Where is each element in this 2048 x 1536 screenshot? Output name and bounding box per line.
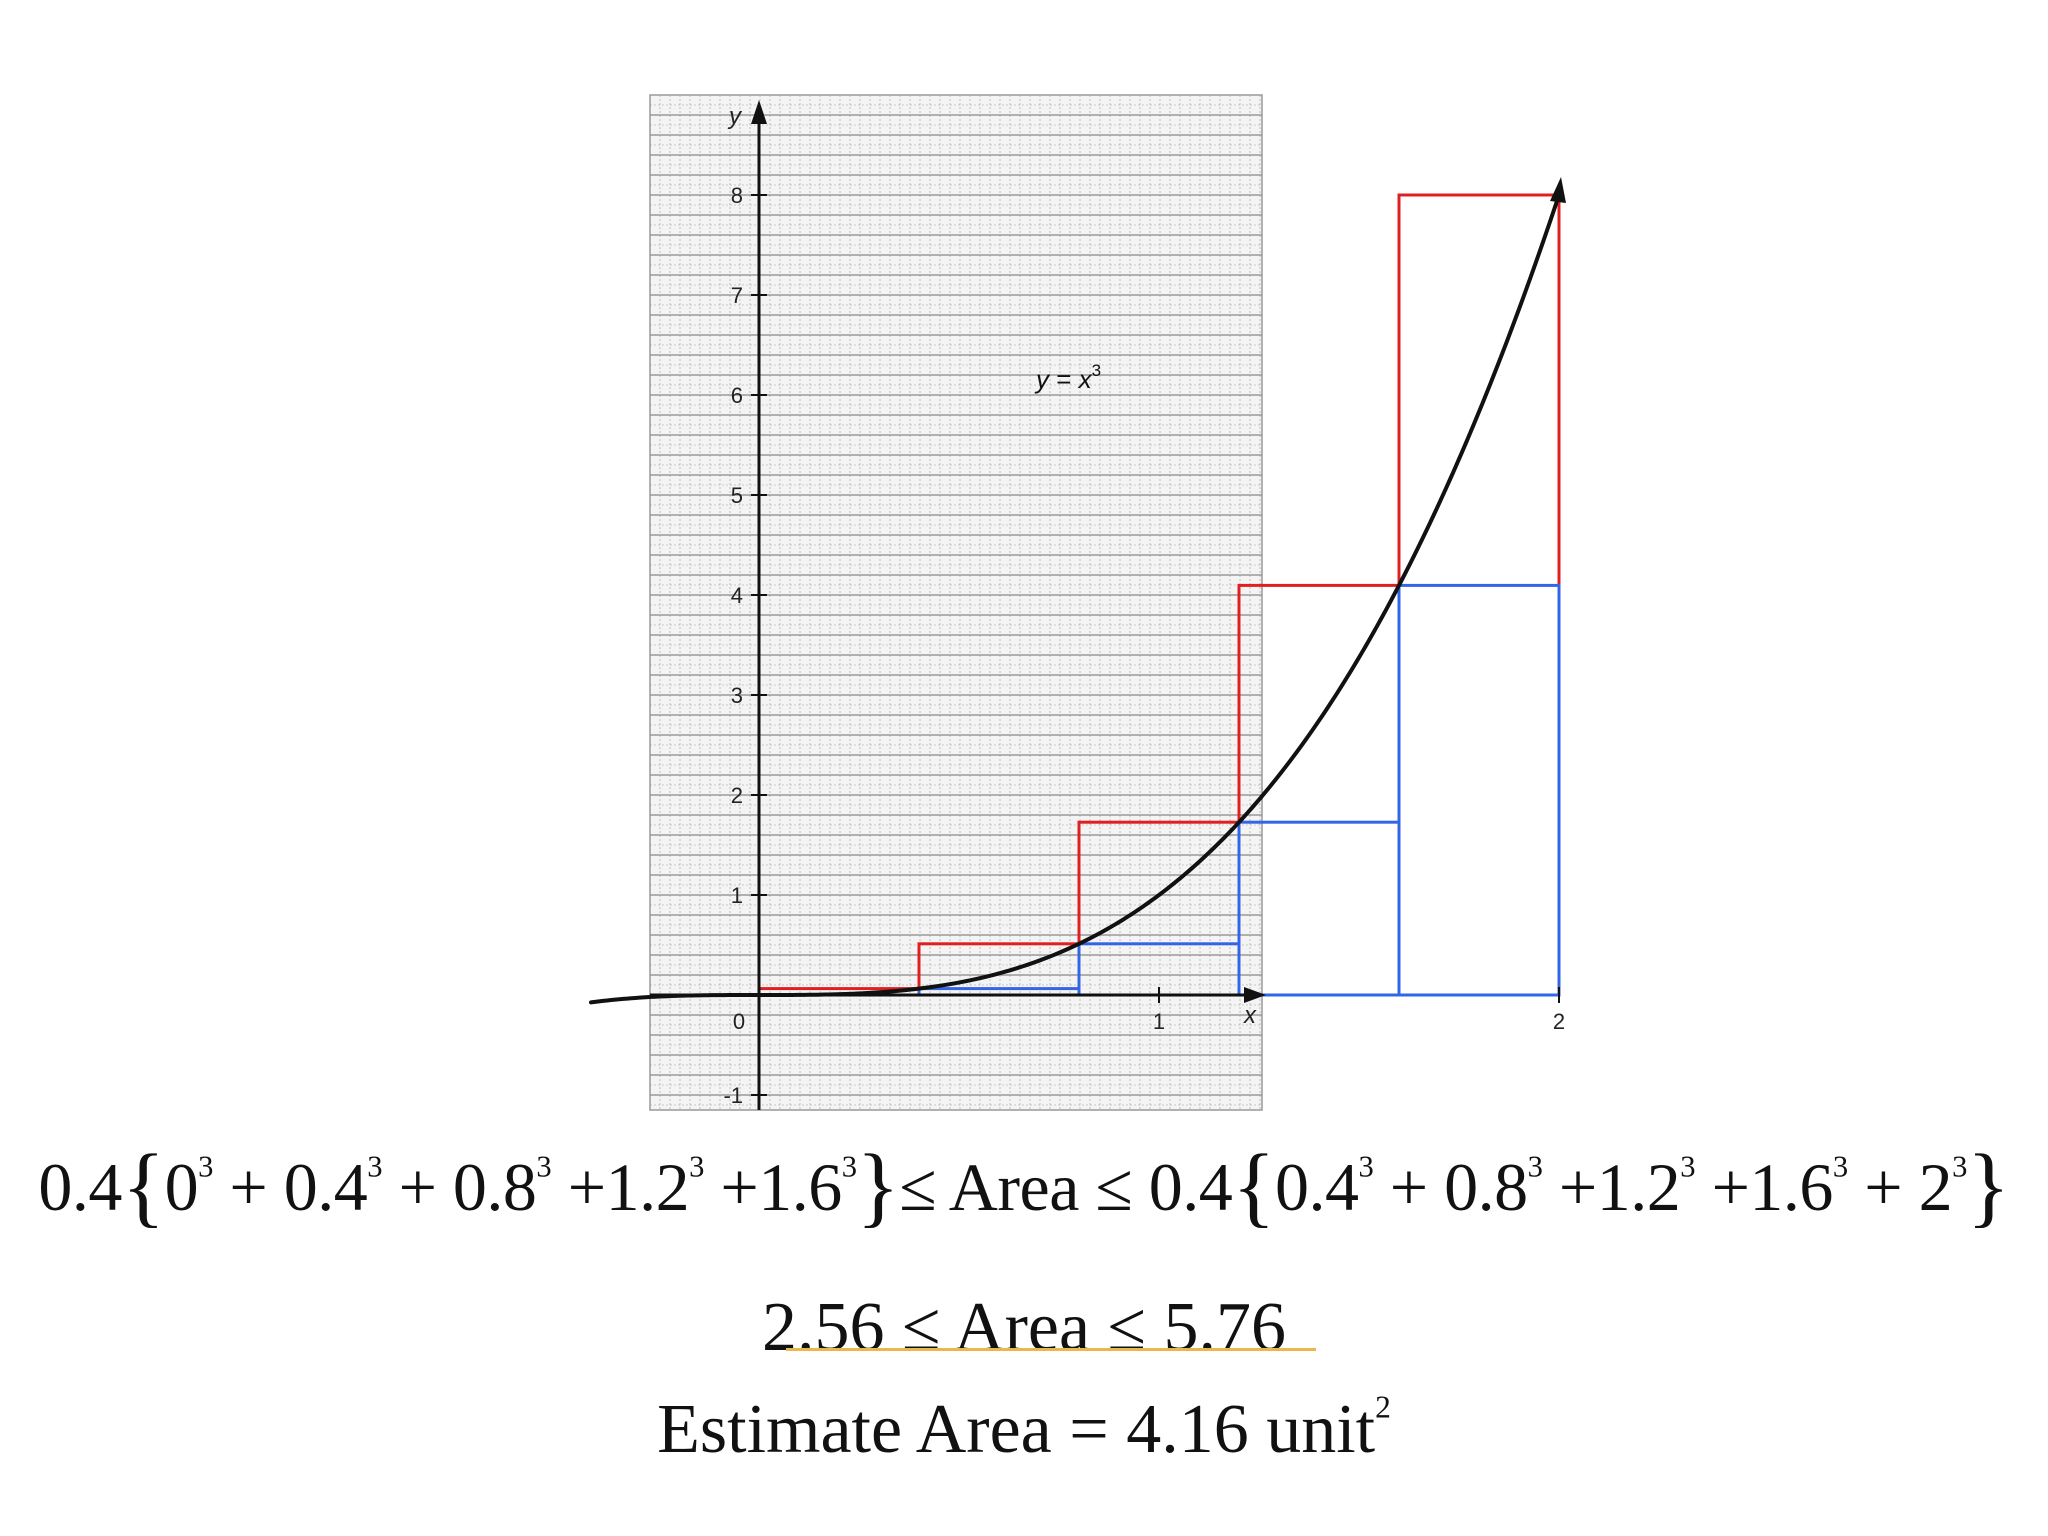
plus-sign: + (1542, 1149, 1597, 1225)
lower-rectangle (1397, 583, 1561, 997)
open-brace: { (121, 1137, 165, 1236)
x-axis-label: x (1243, 1002, 1257, 1029)
plus-sign: + (1373, 1149, 1445, 1225)
term-base: 0.4 (283, 1149, 368, 1225)
term-exponent: 3 (536, 1149, 552, 1184)
plus-sign: + (212, 1149, 284, 1225)
lower-sum-terms: 03 + 0.43 + 0.83 +1.23 +1.63 (165, 1149, 857, 1225)
area-bounds: 2.56 ≤ Area ≤ 5.76 (0, 1288, 2048, 1368)
open-brace: { (1232, 1137, 1275, 1236)
lower-sum-factor: 0.4 (38, 1149, 122, 1225)
term-exponent: 3 (367, 1149, 383, 1184)
plus-sign: + (703, 1149, 759, 1225)
axis-labels: -1 1 2 3 4 5 6 7 8 0 1 2 x y y = x3 (723, 103, 1565, 1108)
term-base: 0.8 (1444, 1149, 1528, 1225)
area-bounds-text: 2.56 ≤ Area ≤ 5.76 (762, 1289, 1286, 1366)
term-exponent: 3 (841, 1149, 857, 1184)
y-tick-label: 2 (731, 783, 743, 808)
y-axis-label: y (727, 103, 743, 130)
term-exponent: 3 (1680, 1149, 1696, 1184)
term-base: 0.8 (452, 1149, 537, 1225)
area-comparison: ≤ Area ≤ 0.4 (899, 1149, 1233, 1225)
term-base: 0.4 (1274, 1149, 1359, 1225)
term-base: 1.6 (758, 1149, 842, 1225)
y-axis-arrow (751, 100, 767, 124)
x-tick-label: 2 (1553, 1009, 1565, 1034)
y-tick-label: 7 (731, 283, 743, 308)
term-exponent: 3 (689, 1149, 704, 1184)
y-tick-label: 5 (731, 483, 743, 508)
plus-sign: + (551, 1149, 606, 1225)
x-axis-arrow (1244, 987, 1266, 1003)
term-base: 2 (1918, 1149, 1953, 1225)
y-tick-label: 1 (731, 883, 743, 908)
result-underline (786, 1348, 1316, 1351)
x-tick-label: 1 (1153, 1009, 1165, 1034)
term-base: 1.6 (1749, 1149, 1833, 1225)
area-estimate-text: Estimate Area = 4.16 unit (657, 1391, 1376, 1468)
term-exponent: 3 (1832, 1149, 1848, 1184)
y-tick-label: 3 (731, 683, 743, 708)
grid-paper (649, 94, 1263, 1111)
curve-line (589, 193, 1561, 1005)
upper-rectangle (1237, 583, 1401, 997)
y-tick-label: -1 (723, 1083, 743, 1108)
area-estimate: Estimate Area = 4.16 unit2 (0, 1390, 2048, 1470)
term-exponent: 3 (198, 1149, 213, 1184)
term-base: 1.2 (1596, 1149, 1681, 1225)
term-base: 0 (164, 1149, 199, 1225)
upper-sum-terms: 0.43 + 0.83 +1.23 +1.63 + 23 (1275, 1149, 1967, 1225)
y-tick-label: 6 (731, 383, 743, 408)
close-brace: } (856, 1137, 900, 1236)
riemann-sum-graph: -1 1 2 3 4 5 6 7 8 0 1 2 x y y = x3 (589, 94, 1566, 1111)
riemann-inequality: 0.4{03 + 0.43 + 0.83 +1.23 +1.63}≤ Area … (0, 1142, 2048, 1232)
term-exponent: 3 (1358, 1149, 1374, 1184)
lower-rectangle (1237, 820, 1401, 997)
cubic-curve (589, 177, 1566, 1005)
curve-label: y = x3 (1034, 361, 1101, 394)
term-base: 1.2 (605, 1149, 690, 1225)
term-exponent: 3 (1527, 1149, 1543, 1184)
unit-exponent: 2 (1375, 1389, 1391, 1425)
y-tick-label: 8 (731, 183, 743, 208)
term-exponent: 3 (1952, 1149, 1967, 1184)
y-tick-label: 4 (731, 583, 743, 608)
close-brace: } (1966, 1137, 2010, 1236)
upper-rectangle (1397, 193, 1561, 997)
plus-sign: + (1847, 1149, 1919, 1225)
plus-sign: + (1695, 1149, 1750, 1225)
x-tick-label: 0 (733, 1009, 745, 1034)
curve-arrowhead (1550, 177, 1566, 203)
plus-sign: + (382, 1149, 453, 1225)
